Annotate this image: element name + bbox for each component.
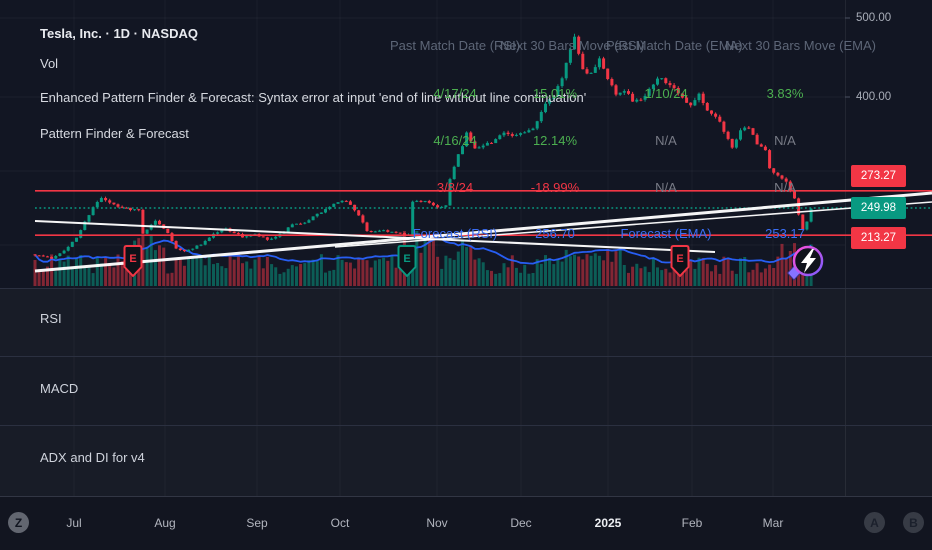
svg-text:E: E: [676, 253, 683, 265]
table-cell-forecast-ema-value: 253.17: [765, 226, 805, 241]
axis-button-b[interactable]: B: [903, 512, 924, 533]
pane-separator[interactable]: [0, 288, 932, 289]
pane-separator[interactable]: [0, 356, 932, 357]
table-cell: N/A: [655, 180, 677, 195]
price-badge-upper-line[interactable]: 273.27: [851, 165, 906, 187]
table-cell-forecast-rsi-label: Forecast (RSI): [412, 226, 498, 241]
time-label-feb: Feb: [681, 516, 703, 530]
time-axis[interactable]: [0, 496, 932, 550]
macd-pane[interactable]: [0, 356, 932, 425]
time-label-jul: Jul: [66, 516, 82, 530]
table-cell: 15.01%: [532, 86, 578, 101]
indicator-error-label[interactable]: Enhanced Pattern Finder & Forecast: Synt…: [40, 90, 587, 105]
table-header-past-match-ema: Past Match Date (EMA): [606, 38, 743, 53]
price-badge-lower-line[interactable]: 213.27: [851, 227, 906, 249]
table-cell: 4/17/24: [433, 86, 477, 101]
table-cell: 3/8/24: [436, 180, 474, 195]
price-axis-label-400: 400.00: [856, 91, 892, 103]
adx-pane[interactable]: [0, 425, 932, 496]
table-cell: N/A: [655, 133, 677, 148]
table-cell-forecast-rsi-value: 256.70: [535, 226, 575, 241]
time-label-2025: 2025: [594, 516, 622, 530]
table-cell-forecast-ema-label: Forecast (EMA): [620, 226, 712, 241]
axis-button-a[interactable]: A: [864, 512, 885, 533]
time-label-nov: Nov: [426, 516, 448, 530]
svg-text:E: E: [403, 253, 410, 265]
table-cell: -18.99%: [530, 180, 580, 195]
table-cell: 3.83%: [766, 86, 804, 101]
table-header-past-match-rsi: Past Match Date (RSI): [390, 38, 521, 53]
pane-label-macd[interactable]: MACD: [40, 381, 79, 396]
table-cell: 1/10/24: [644, 86, 688, 101]
scale-reset-button[interactable]: Z: [8, 512, 29, 533]
table-cell: N/A: [774, 180, 796, 195]
symbol-title[interactable]: Tesla, Inc. · 1D · NASDAQ: [40, 26, 198, 41]
rsi-pane[interactable]: [0, 288, 932, 356]
indicator-volume-label[interactable]: Vol: [40, 56, 59, 71]
time-label-mar: Mar: [762, 516, 784, 530]
pane-separator[interactable]: [0, 425, 932, 426]
table-cell: 4/16/24: [433, 133, 477, 148]
svg-text:E: E: [129, 253, 136, 265]
time-label-dec: Dec: [510, 516, 532, 530]
time-axis-separator: [0, 496, 932, 497]
indicator-pattern-finder-label[interactable]: Pattern Finder & Forecast: [40, 126, 189, 141]
time-label-oct: Oct: [330, 516, 350, 530]
price-badge-last-price[interactable]: 249.98: [851, 197, 906, 219]
time-label-aug: Aug: [154, 516, 176, 530]
pane-label-rsi[interactable]: RSI: [40, 311, 62, 326]
pane-label-adx[interactable]: ADX and DI for v4: [40, 450, 145, 465]
table-header-move-ema: Next 30 Bars Move (EMA): [725, 38, 876, 53]
price-axis-label-500: 500.00: [856, 12, 892, 24]
table-header-move-rsi: Next 30 Bars Move (RSI): [500, 38, 645, 53]
time-label-sep: Sep: [246, 516, 268, 530]
table-cell: N/A: [774, 133, 796, 148]
table-cell: 12.14%: [532, 133, 578, 148]
